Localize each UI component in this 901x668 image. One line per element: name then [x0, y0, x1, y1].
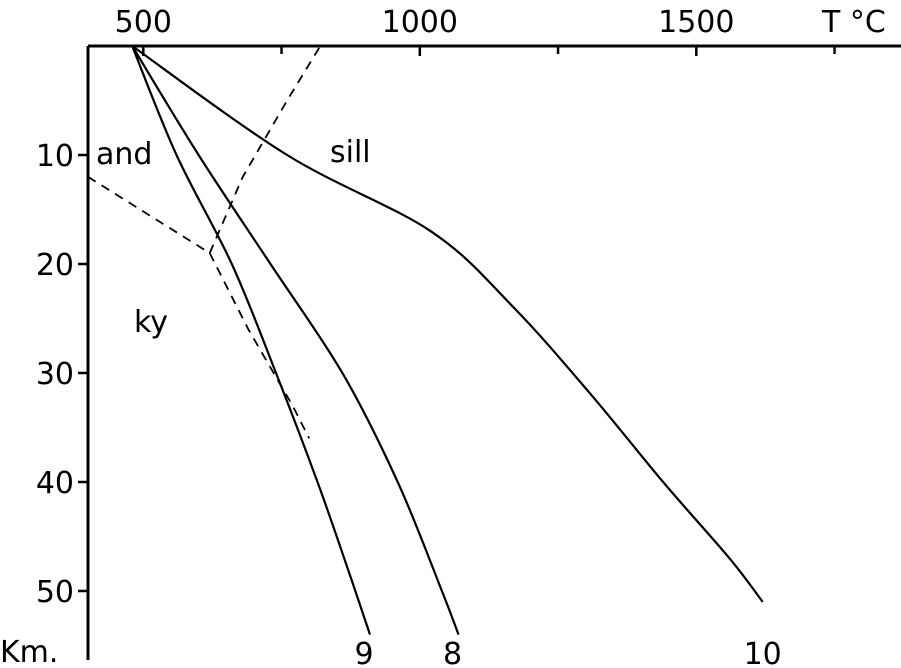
boundary-ky — [208, 252, 311, 439]
y-tick-label-20: 20 — [36, 248, 74, 283]
series-label-8: 8 — [443, 637, 462, 668]
tick-labels: 500 1000 1500 10 20 30 40 50 — [36, 5, 735, 610]
y-tick-label-40: 40 — [36, 466, 74, 501]
x-axis-label: T °C — [821, 5, 886, 40]
y-tick-label-30: 30 — [36, 357, 74, 392]
series-label-10: 10 — [744, 637, 782, 668]
series-label-9: 9 — [354, 637, 373, 668]
x-tick-label-1500: 1500 — [658, 5, 734, 40]
axes — [86, 44, 901, 660]
annotation-sill: sill — [330, 135, 371, 170]
y-tick-label-50: 50 — [36, 575, 74, 610]
ticks — [78, 46, 836, 593]
y-tick-label-10: 10 — [36, 139, 74, 174]
x-tick-label-500: 500 — [115, 5, 172, 40]
geotherm-10 — [131, 45, 764, 603]
annotations: and sill ky — [96, 135, 371, 340]
annotation-and: and — [96, 137, 152, 172]
geotherm-9 — [131, 45, 372, 635]
annotation-ky: ky — [134, 305, 168, 340]
geotherm-series: 9 8 10 — [131, 45, 782, 668]
boundary-sill — [208, 45, 322, 254]
geotherm-8 — [131, 45, 460, 635]
boundary-and — [87, 176, 211, 254]
y-axis-label: Km. — [0, 635, 58, 668]
x-tick-label-1000: 1000 — [382, 5, 458, 40]
phase-boundaries — [87, 45, 322, 439]
